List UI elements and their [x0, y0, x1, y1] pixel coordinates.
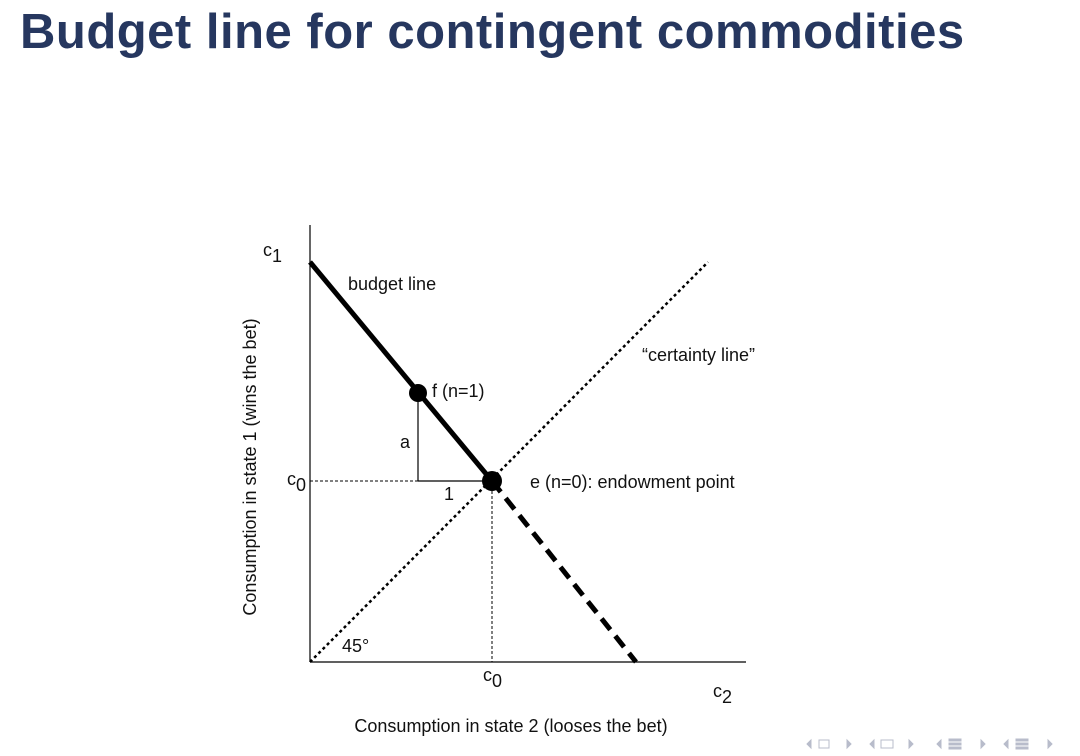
- angle-label: 45°: [342, 636, 369, 656]
- certainty-line-label: “certainty line”: [642, 345, 755, 365]
- c0-x-label: c0: [483, 665, 502, 691]
- y-axis-label: Consumption in state 1 (wins the bet): [240, 318, 260, 615]
- x-symbol: c2: [713, 681, 732, 707]
- x-axis-label: Consumption in state 2 (looses the bet): [354, 716, 667, 736]
- point-e-label: e (n=0): endowment point: [530, 472, 735, 492]
- navigation-symbols[interactable]: [806, 738, 1053, 750]
- y-symbol: c1: [263, 240, 282, 266]
- slope-run-label: 1: [444, 484, 454, 504]
- c0-y-label: c0: [287, 469, 306, 495]
- slide-title: Budget line for contingent commodities: [20, 5, 965, 59]
- budget-line: [308, 260, 494, 483]
- budget-line-label: budget line: [348, 274, 436, 294]
- point-e: [482, 471, 502, 491]
- point-f-label: f (n=1): [432, 381, 485, 401]
- point-f: [409, 384, 427, 402]
- certainty-line: [309, 261, 709, 663]
- slope-rise-label: a: [400, 432, 411, 452]
- budget-line-extension: [490, 479, 638, 664]
